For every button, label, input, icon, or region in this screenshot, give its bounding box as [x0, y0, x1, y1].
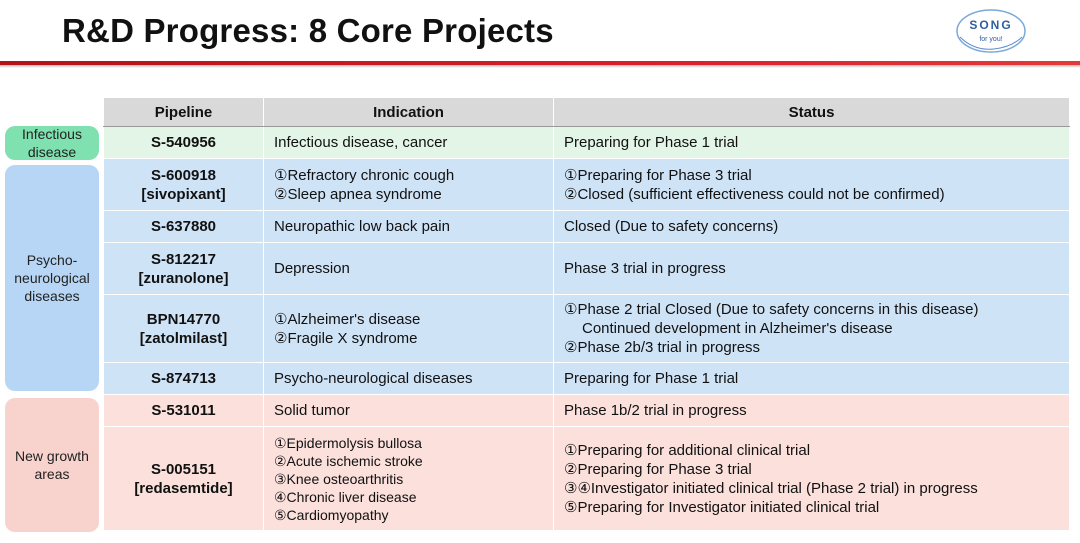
category-psycho-line: neurological: [14, 270, 90, 286]
pipeline-code: S-531011: [151, 402, 216, 419]
indication-cell: Infectious disease, cancer: [263, 126, 554, 159]
pipeline-code: S-637880: [150, 218, 217, 235]
pipeline-code: S-600918: [150, 166, 217, 184]
indication-text: ①Alzheimer's disease: [274, 310, 421, 328]
status-text: Closed (Due to safety concerns): [564, 218, 779, 235]
pipeline-generic-name: [redasemtide]: [134, 479, 233, 497]
indication-text: ⑤Cardiomyopathy: [274, 506, 389, 523]
pipeline-cell: BPN14770 [zatolmilast]: [103, 294, 264, 363]
status-text: Continued development in Alzheimer's dis…: [582, 320, 893, 337]
pipeline-table: Pipeline Indication Status S-540956 Infe…: [103, 97, 1070, 531]
category-psycho-neurological: Psycho- neurological diseases: [5, 165, 99, 391]
pipeline-cell: S-812217 [zuranolone]: [103, 242, 264, 295]
indication-text: ②Sleep apnea syndrome: [274, 185, 442, 203]
pipeline-code: S-005151: [150, 460, 217, 478]
category-new-growth: New growth areas: [5, 398, 99, 532]
status-cell: ①Phase 2 trial Closed (Due to safety con…: [553, 294, 1070, 363]
pipeline-cell: S-540956: [103, 126, 264, 159]
pipeline-generic-name: [sivopixant]: [141, 185, 226, 203]
table-row: S-812217 [zuranolone] Depression Phase 3…: [103, 242, 1070, 295]
table-row: S-540956 Infectious disease, cancer Prep…: [103, 126, 1070, 159]
status-text: ②Closed (sufficient effectiveness could …: [564, 185, 945, 203]
status-cell: Preparing for Phase 1 trial: [553, 362, 1070, 395]
indication-text: ①Refractory chronic cough: [274, 166, 455, 184]
indication-text: Neuropathic low back pain: [274, 218, 450, 235]
status-cell: Preparing for Phase 1 trial: [553, 126, 1070, 159]
company-logo: SONG for you!: [954, 7, 1028, 55]
pipeline-generic-name: [zatolmilast]: [139, 329, 228, 347]
pipeline-code: S-812217: [150, 250, 217, 268]
status-text: ②Phase 2b/3 trial in progress: [564, 339, 761, 356]
pipeline-cell: S-531011: [103, 394, 264, 427]
status-text: Phase 3 trial in progress: [564, 260, 726, 277]
page-title: R&D Progress: 8 Core Projects: [62, 12, 554, 49]
header-status: Status: [553, 97, 1070, 127]
indication-cell: ①Refractory chronic cough ②Sleep apnea s…: [263, 158, 554, 211]
indication-text: ②Fragile X syndrome: [274, 329, 418, 347]
table-row: S-531011 Solid tumor Phase 1b/2 trial in…: [103, 394, 1070, 427]
indication-cell: Neuropathic low back pain: [263, 210, 554, 243]
status-text: Preparing for Phase 1 trial: [564, 134, 739, 151]
pipeline-cell: S-600918 [sivopixant]: [103, 158, 264, 211]
table-header-row: Pipeline Indication Status: [103, 97, 1070, 127]
logo-text: SONG: [969, 18, 1012, 32]
status-text: ⑤Preparing for Investigator initiated cl…: [564, 498, 880, 516]
indication-cell: ①Epidermolysis bullosa ②Acute ischemic s…: [263, 426, 554, 531]
status-cell: ①Preparing for Phase 3 trial ②Closed (su…: [553, 158, 1070, 211]
title-underline: [0, 61, 1080, 65]
category-infectious-label: Infectious disease: [22, 126, 82, 160]
table-row: BPN14770 [zatolmilast] ①Alzheimer's dise…: [103, 294, 1070, 363]
category-infectious: Infectious disease: [5, 126, 99, 160]
indication-text: ④Chronic liver disease: [274, 488, 417, 505]
status-cell: Closed (Due to safety concerns): [553, 210, 1070, 243]
indication-cell: ①Alzheimer's disease ②Fragile X syndrome: [263, 294, 554, 363]
logo-tagline: for you!: [979, 36, 1002, 43]
pipeline-code: S-540956: [150, 134, 217, 151]
header-pipeline: Pipeline: [103, 97, 264, 127]
indication-text: ①Epidermolysis bullosa: [274, 434, 422, 451]
indication-text: Depression: [274, 260, 350, 277]
status-text: Preparing for Phase 1 trial: [564, 370, 739, 387]
category-psycho-line: diseases: [24, 288, 80, 304]
indication-text: ③Knee osteoarthritis: [274, 470, 404, 487]
status-text: ③④Investigator initiated clinical trial …: [564, 479, 978, 497]
pipeline-cell: S-637880: [103, 210, 264, 243]
pipeline-code: BPN14770: [146, 310, 221, 328]
pipeline-code: S-874713: [150, 370, 217, 387]
table-row: S-874713 Psycho-neurological diseases Pr…: [103, 362, 1070, 395]
status-text: ①Phase 2 trial Closed (Due to safety con…: [564, 301, 979, 318]
status-cell: Phase 1b/2 trial in progress: [553, 394, 1070, 427]
indication-text: ②Acute ischemic stroke: [274, 452, 423, 469]
indication-text: Psycho-neurological diseases: [274, 370, 473, 387]
table-row: S-637880 Neuropathic low back pain Close…: [103, 210, 1070, 243]
pipeline-cell: S-005151 [redasemtide]: [103, 426, 264, 531]
status-text: ②Preparing for Phase 3 trial: [564, 460, 752, 478]
indication-text: Infectious disease, cancer: [274, 134, 448, 151]
category-new-growth-line: New growth: [15, 448, 89, 464]
indication-cell: Solid tumor: [263, 394, 554, 427]
indication-cell: Psycho-neurological diseases: [263, 362, 554, 395]
pipeline-cell: S-874713: [103, 362, 264, 395]
indication-cell: Depression: [263, 242, 554, 295]
status-text: ①Preparing for additional clinical trial: [564, 441, 811, 459]
table-row: S-005151 [redasemtide] ①Epidermolysis bu…: [103, 426, 1070, 531]
pipeline-generic-name: [zuranolone]: [138, 269, 229, 287]
title-underline-shadow: [0, 65, 1080, 68]
category-psycho-line: Psycho-: [26, 252, 78, 268]
table-row: S-600918 [sivopixant] ①Refractory chroni…: [103, 158, 1070, 211]
status-cell: ①Preparing for additional clinical trial…: [553, 426, 1070, 531]
indication-text: Solid tumor: [274, 402, 350, 419]
status-text: ①Preparing for Phase 3 trial: [564, 166, 752, 184]
header-indication: Indication: [263, 97, 554, 127]
status-text: Phase 1b/2 trial in progress: [564, 402, 747, 419]
category-new-growth-line: areas: [34, 466, 70, 482]
status-cell: Phase 3 trial in progress: [553, 242, 1070, 295]
